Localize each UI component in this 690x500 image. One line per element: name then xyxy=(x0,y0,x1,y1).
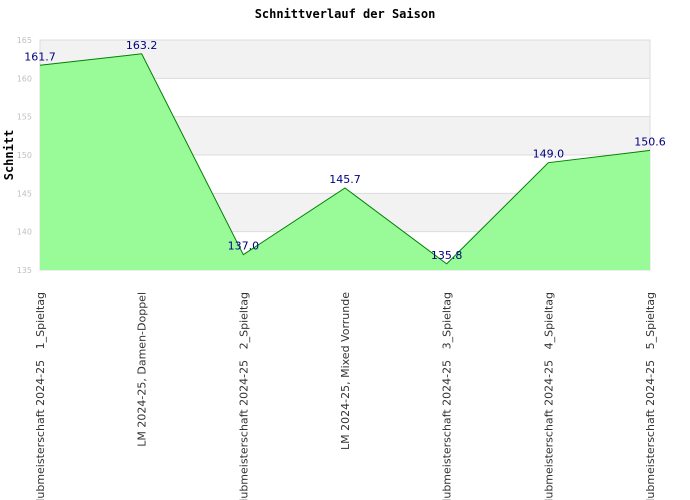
data-label: 149.0 xyxy=(533,148,565,161)
y-tick-label: 135 xyxy=(17,266,32,275)
y-tick-label: 160 xyxy=(17,74,32,83)
data-label: 150.6 xyxy=(634,135,666,148)
data-label: 163.2 xyxy=(126,39,158,52)
y-tick-label: 155 xyxy=(17,113,32,122)
y-tick-label: 150 xyxy=(17,151,32,160)
y-tick-label: 140 xyxy=(17,228,32,237)
y-axis-label: Schnitt xyxy=(2,130,16,181)
x-tick-labels: Clubmeisterschaft 2024-25 1_Spieltag LM 2… xyxy=(34,292,657,500)
data-label: 161.7 xyxy=(24,50,56,63)
x-tick-label: Clubmeisterschaft 2024-25 4_Spieltag xyxy=(542,292,555,500)
series-area xyxy=(39,53,651,270)
x-tick-label: LM 2024-25, Damen-Doppel xyxy=(136,292,149,447)
data-labels: 161.7 163.2 137.0 145.7 135.8 149.0 150.6 xyxy=(24,39,666,262)
x-tick-label: Clubmeisterschaft 2024-25 1_Spieltag xyxy=(34,292,47,500)
x-tick-label: LM 2024-25, Mixed Vorrunde xyxy=(339,292,352,450)
y-tick-labels: 135 140 145 150 155 160 165 xyxy=(17,36,32,275)
area-fill xyxy=(40,53,650,270)
y-tick-label: 165 xyxy=(17,36,32,45)
x-tick-label: Clubmeisterschaft 2024-25 5_Spieltag xyxy=(644,292,657,500)
chart-title: Schnittverlauf der Saison xyxy=(255,7,436,21)
data-label: 137.0 xyxy=(228,240,260,253)
x-tick-label: Clubmeisterschaft 2024-25 3_Spieltag xyxy=(441,292,454,500)
series-line xyxy=(39,53,651,265)
x-tick-label: Clubmeisterschaft 2024-25 2_Spieltag xyxy=(237,292,250,500)
data-label: 135.8 xyxy=(431,249,463,262)
data-label: 145.7 xyxy=(329,173,361,186)
y-tick-label: 145 xyxy=(17,189,32,198)
